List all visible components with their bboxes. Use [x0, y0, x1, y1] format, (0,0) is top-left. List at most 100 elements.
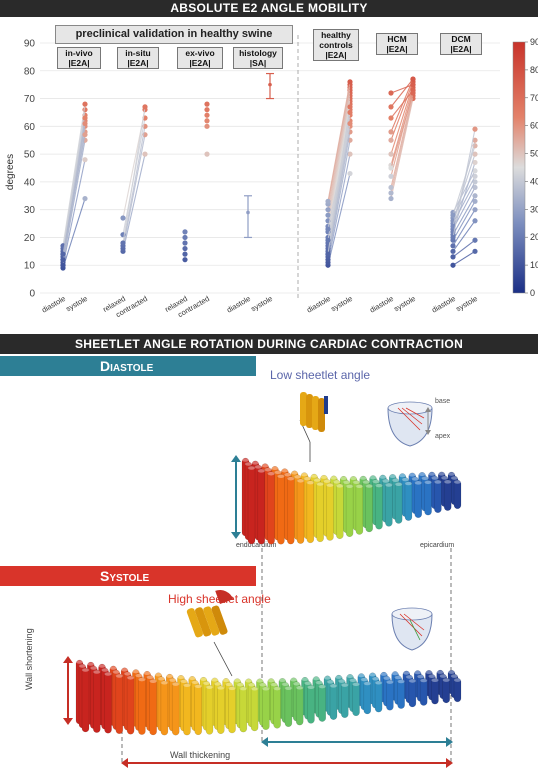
sheetlet-cylinder	[135, 673, 143, 731]
sheetlet-cylinder	[411, 476, 419, 515]
sheetlet-cylinder	[372, 479, 380, 526]
mean-point	[268, 82, 272, 87]
group-2	[182, 101, 210, 263]
x-tick-label: diastole	[225, 294, 252, 315]
sheetlet-cylinder	[346, 674, 354, 709]
sheetlet-cylinder	[292, 681, 301, 722]
cylinder-cap	[379, 475, 387, 479]
cylinder-cap	[188, 676, 196, 681]
cylinder-cap	[434, 480, 442, 484]
point-diastole	[182, 234, 188, 241]
point-diastole	[120, 240, 126, 246]
epicardium-label: epicardium	[420, 542, 455, 549]
sheetlet-cylinder	[188, 676, 196, 728]
pair-line	[390, 95, 414, 194]
point-systole	[472, 237, 478, 243]
cylinder-cap	[312, 676, 320, 681]
cylinder-cap	[274, 470, 282, 475]
cylinder-cap	[301, 677, 309, 681]
sheetlet-cylinder	[419, 678, 428, 706]
tag-dcm: DCM |E2A|	[440, 33, 482, 55]
sheetlet-cylinder	[120, 667, 129, 727]
point-systole	[347, 104, 353, 110]
sheetlet-cylinder	[199, 676, 208, 727]
tag-line: |E2A|	[127, 58, 149, 68]
sheetlet-cylinder	[93, 669, 101, 733]
cylinder-cap	[146, 675, 154, 679]
y-tick-label: 80	[24, 66, 36, 77]
cylinder-cap	[431, 678, 439, 683]
point-systole	[472, 193, 478, 199]
cylinder-cap	[404, 481, 412, 486]
cylinder-cap	[318, 684, 326, 689]
sheetlet-cylinder	[405, 674, 414, 704]
sheetlet-cylinder	[222, 678, 230, 726]
cylinder-cap	[239, 686, 247, 691]
heart-icon-diastole	[387, 401, 433, 447]
cylinder-cap	[397, 679, 405, 684]
point-diastole	[388, 190, 394, 196]
cylinder-cap	[414, 670, 422, 675]
sheetlet-cylinder	[431, 475, 439, 509]
tag-line: DCM	[451, 34, 471, 44]
cylinder-cap	[385, 483, 393, 487]
cylinder-cap	[254, 465, 262, 469]
sheetlet-cylinder	[437, 471, 446, 503]
tag-ex-vivo: ex-vivo |E2A|	[177, 47, 223, 69]
point-systole	[472, 198, 478, 204]
pair-line	[390, 89, 414, 119]
sheetlet-cylinder	[414, 480, 422, 519]
sheetlet-cylinder	[247, 682, 256, 728]
cylinder-cap	[401, 477, 409, 482]
cylinder-cap	[303, 476, 311, 481]
sheetlet-cylinder	[239, 686, 248, 733]
group-3	[244, 72, 274, 239]
sheetlet-cylinder	[205, 684, 214, 735]
y-tick-label: 70	[24, 94, 36, 105]
sheetlet-cylinder	[303, 476, 312, 540]
chart-marks	[60, 72, 478, 271]
tag-line: |E2A|	[189, 58, 211, 68]
cylinder-cap	[454, 678, 461, 682]
pair-line	[390, 92, 414, 169]
point-diastole	[325, 212, 331, 218]
colorbar-tick-label: 30	[530, 204, 538, 214]
cylinder-cap	[112, 670, 120, 674]
y-tick-label: 40	[24, 177, 36, 188]
colorbar-tick-label: 80	[530, 65, 538, 75]
cylinder-cap	[256, 678, 264, 683]
sheetlet-cylinder	[352, 682, 360, 717]
sheetlet-cylinder	[301, 676, 309, 716]
point-diastole	[120, 215, 126, 221]
x-tick-label: systole	[392, 294, 417, 313]
point-diastole	[388, 137, 394, 143]
pair-line	[122, 106, 146, 244]
sheetlet-cylinder	[104, 671, 112, 734]
cylinder-cap	[245, 462, 252, 466]
y-tick-label: 30	[24, 205, 36, 216]
cylinder-cap	[79, 664, 86, 668]
cylinder-cap	[297, 478, 305, 483]
sheetlet-cylinder	[149, 678, 157, 736]
sheetlet-cylinder	[244, 678, 253, 724]
sheetlet-cylinder	[277, 474, 285, 545]
cylinder-cap	[121, 667, 129, 672]
colorbar-tick-label: 60	[530, 121, 538, 131]
y-tick-label: 90	[24, 39, 36, 50]
sheetlet-cylinder	[413, 670, 422, 698]
sheetlet-cylinder	[217, 685, 225, 735]
tag-line: |SA|	[249, 58, 267, 68]
cylinder-cap	[259, 682, 267, 687]
point-systole	[472, 168, 478, 174]
cylinder-cap	[278, 678, 286, 682]
cylinder-cap	[405, 675, 413, 679]
cylinder-cap	[402, 671, 410, 675]
sheetlet-cylinder	[138, 677, 146, 735]
cylinder-cap	[306, 480, 314, 485]
sheetlet-cylinder	[214, 681, 222, 731]
point-systole	[472, 126, 478, 132]
point-systole	[347, 109, 353, 116]
cylinder-cap	[98, 664, 106, 668]
sheetlet-cylinder	[247, 465, 256, 545]
